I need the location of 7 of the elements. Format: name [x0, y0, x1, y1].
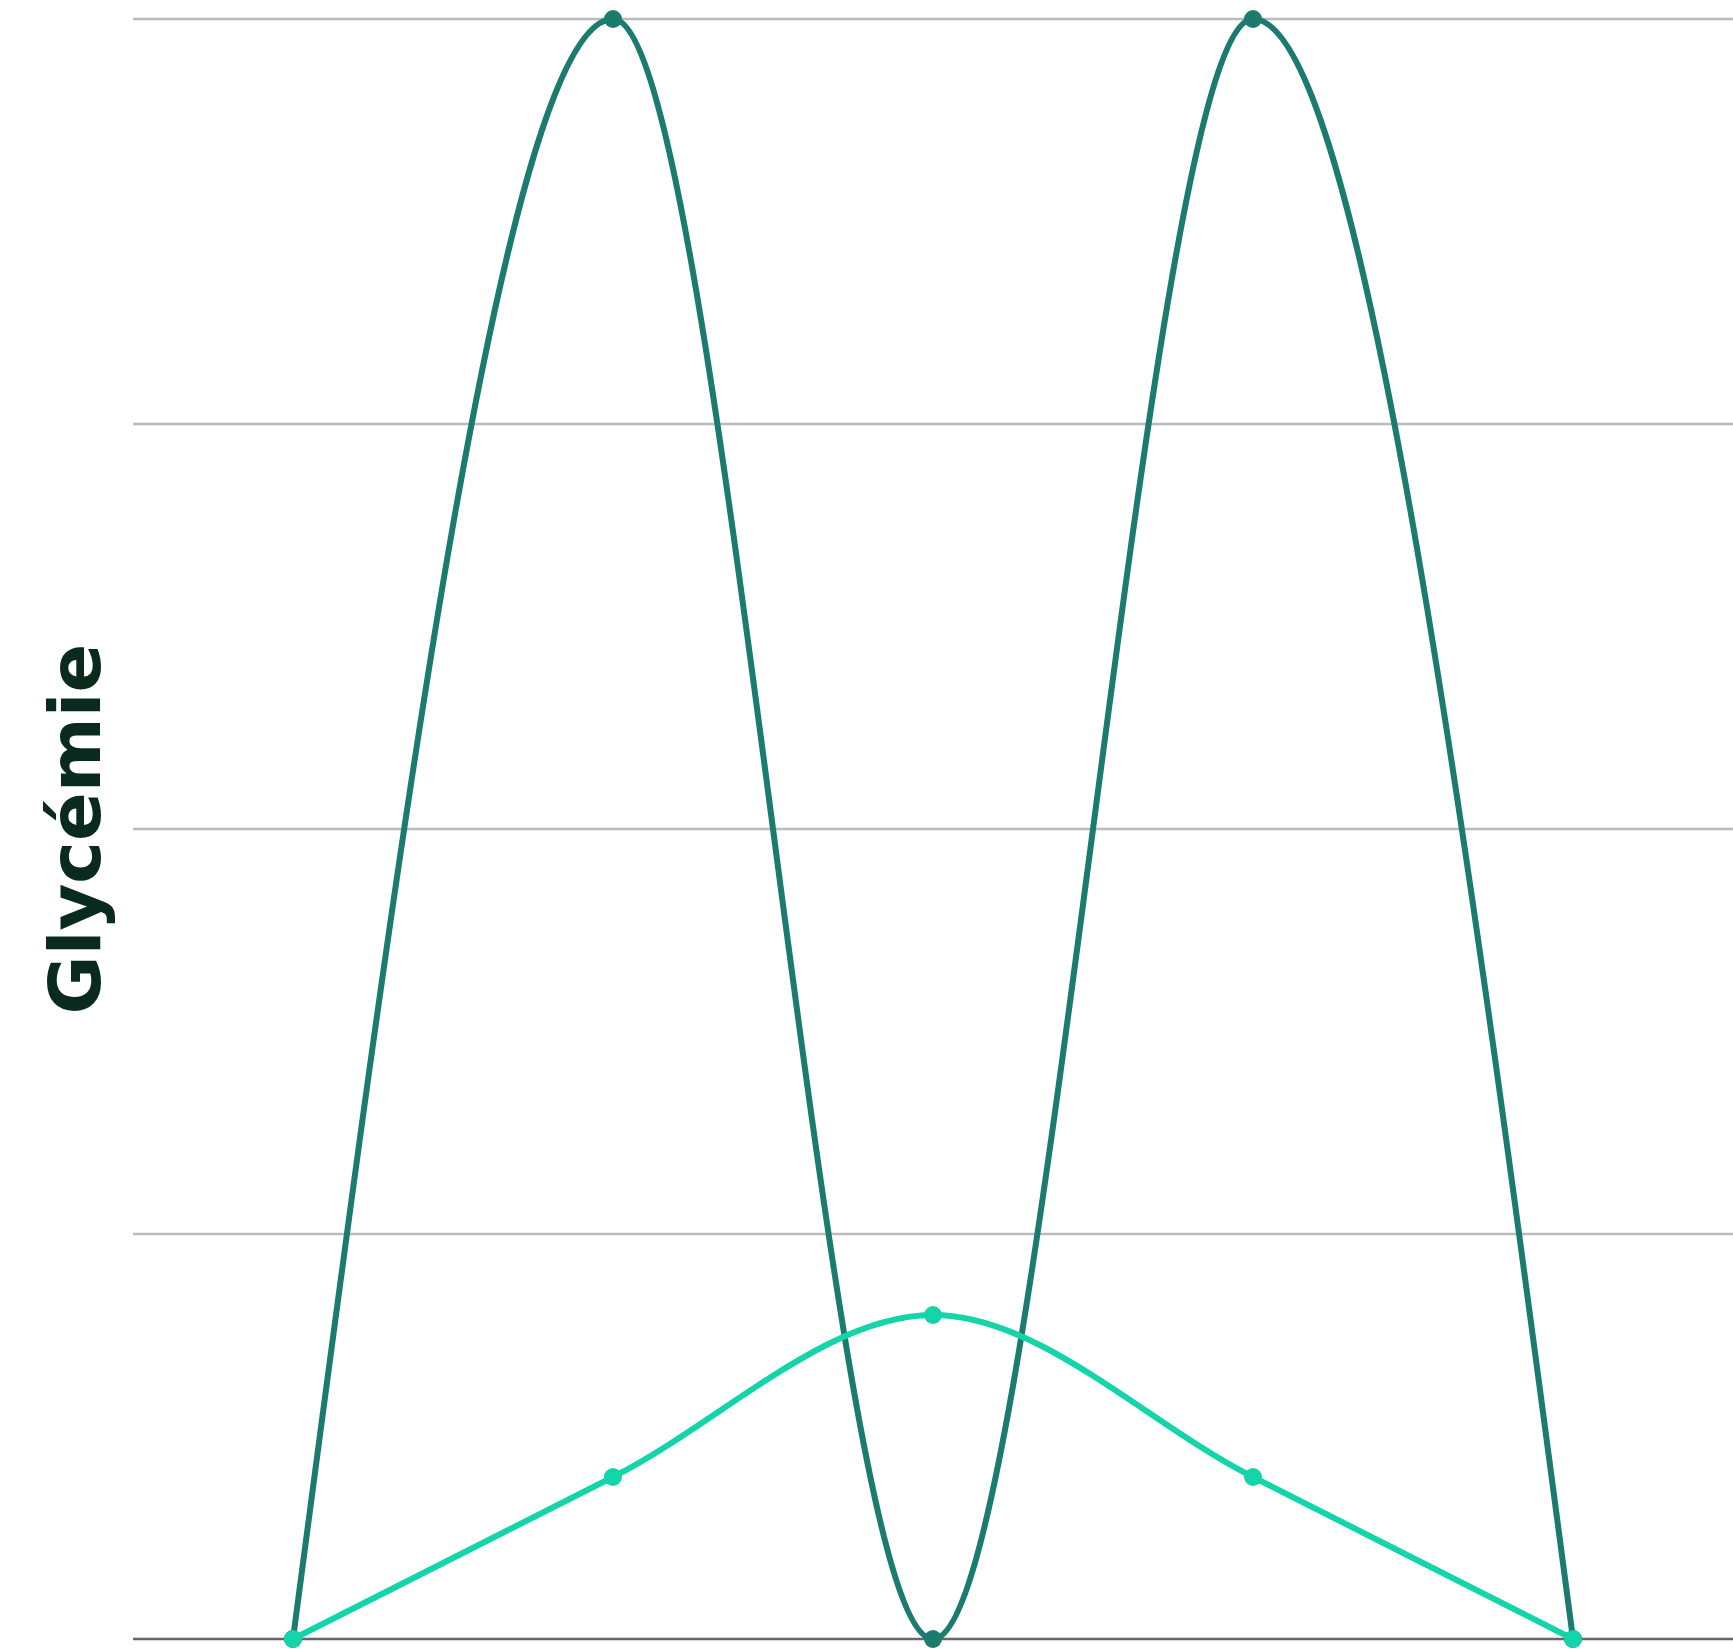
point — [924, 1306, 942, 1324]
point — [1244, 10, 1262, 28]
point — [604, 1468, 622, 1486]
point — [1244, 1468, 1262, 1486]
point — [924, 1630, 942, 1648]
point — [604, 10, 622, 28]
y-axis-title: Glycémie — [33, 643, 117, 1015]
